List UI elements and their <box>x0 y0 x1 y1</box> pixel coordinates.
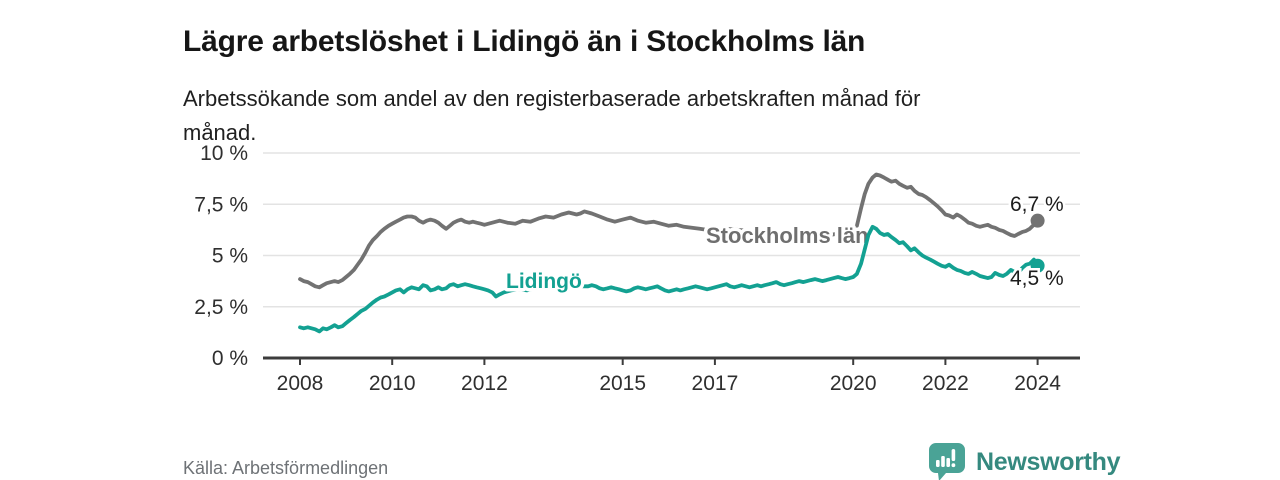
y-axis-tick-label: 5 % <box>212 245 248 268</box>
series-end-dot-stockholms-lan <box>1030 213 1045 228</box>
series-end-value-label-lidingo: 4,5 % <box>1010 267 1064 290</box>
series-end-dot-lidingo <box>1030 258 1045 273</box>
chart-title: Lägre arbetslöshet i Lidingö än i Stockh… <box>183 25 866 59</box>
y-axis-tick-label: 10 % <box>200 142 248 165</box>
y-axis-tick-label: 0 % <box>212 347 248 370</box>
chart-subtitle: Arbetssökande som andel av den registerb… <box>183 86 921 145</box>
x-axis-tick-label: 2015 <box>599 372 646 395</box>
newsworthy-wordmark: Newsworthy <box>976 447 1121 476</box>
x-axis-tick-label: 2012 <box>461 372 508 395</box>
series-inline-label-lidingo: Lidingö <box>506 270 582 293</box>
x-axis-tick-label: 2024 <box>1014 372 1061 395</box>
newsworthy-logo: Newsworthy <box>928 443 1121 480</box>
series-inline-label-stockholms-lan: Stockholms län <box>706 223 869 248</box>
x-axis-tick-label: 2008 <box>277 372 324 395</box>
newsworthy-speech-bubble-bar-chart-icon <box>929 443 965 480</box>
y-axis-tick-label: 2,5 % <box>194 296 248 319</box>
y-axis-tick-label: 7,5 % <box>194 193 248 216</box>
source-credit: Källa: Arbetsförmedlingen <box>183 458 389 478</box>
x-axis-tick-label: 2017 <box>692 372 739 395</box>
x-axis-tick-label: 2020 <box>830 372 877 395</box>
series-end-value-label-stockholms-lan: 6,7 % <box>1010 193 1064 216</box>
x-axis-tick-label: 2010 <box>369 372 416 395</box>
series-line-stockholms-lan <box>298 172 1040 290</box>
series-line-lidingo <box>298 224 1040 334</box>
x-axis-tick-label: 2022 <box>922 372 969 395</box>
